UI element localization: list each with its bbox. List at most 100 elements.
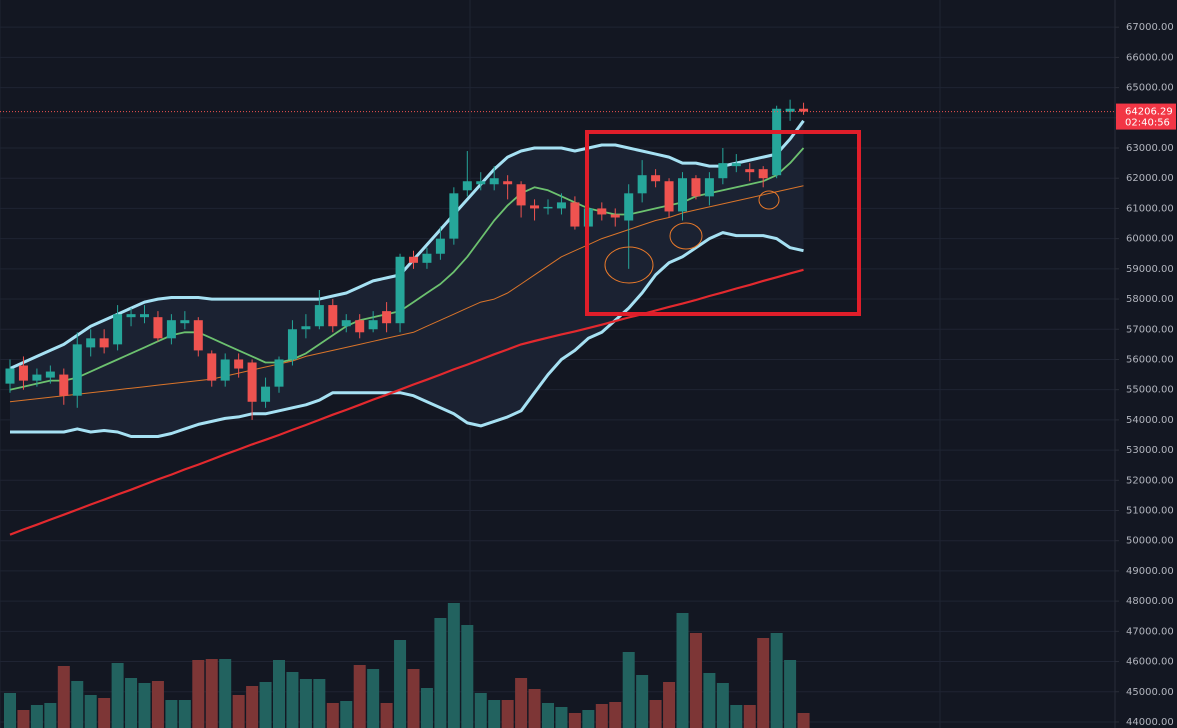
candle-body xyxy=(664,181,674,212)
y-tick-label: 44000.00 xyxy=(1126,717,1174,728)
candle-body xyxy=(745,169,755,173)
y-tick-label: 66000.00 xyxy=(1126,52,1174,63)
volume-bar xyxy=(299,679,312,728)
volume-bar xyxy=(380,703,393,728)
candle-body xyxy=(314,305,324,327)
candle-body xyxy=(543,206,553,209)
candle-body xyxy=(731,163,741,167)
volume-bar xyxy=(219,659,232,728)
y-tick-label: 65000.00 xyxy=(1126,83,1174,94)
volume-bar xyxy=(111,663,124,728)
volume-bar xyxy=(192,660,205,728)
y-tick-label: 63000.00 xyxy=(1126,143,1174,154)
candle-body xyxy=(220,359,230,381)
volume-bar xyxy=(622,652,635,728)
y-tick-label: 53000.00 xyxy=(1126,445,1174,456)
volume-bar xyxy=(689,633,702,728)
indicator-line xyxy=(9,268,804,536)
y-tick-label: 51000.00 xyxy=(1126,506,1174,517)
volume-bar xyxy=(273,660,285,728)
volume-bar xyxy=(394,640,407,728)
candle-body xyxy=(597,208,607,215)
volume-bar xyxy=(30,705,43,728)
volume-bar xyxy=(797,713,810,728)
candle-body xyxy=(18,365,28,381)
candle-body xyxy=(193,320,203,351)
volume-bar xyxy=(125,678,138,728)
volume-bar xyxy=(420,688,433,728)
volume-bar xyxy=(98,698,111,728)
candle-body xyxy=(5,368,15,384)
y-tick-label: 50000.00 xyxy=(1126,536,1174,547)
candle-body xyxy=(422,253,432,263)
y-tick-label: 55000.00 xyxy=(1126,385,1174,396)
volume-bar xyxy=(663,682,676,728)
volume-bar xyxy=(542,703,554,728)
y-tick-label: 57000.00 xyxy=(1126,324,1174,335)
y-tick-label: 62000.00 xyxy=(1126,173,1174,184)
volume-bar xyxy=(17,710,30,728)
volume-bar xyxy=(340,701,353,728)
candle-body xyxy=(207,353,217,381)
candle-body xyxy=(476,181,486,185)
y-tick-label: 56000.00 xyxy=(1126,354,1174,365)
volume-bar xyxy=(57,666,70,728)
volume-bar xyxy=(461,625,474,728)
volume-bar xyxy=(84,695,97,728)
candle-body xyxy=(556,202,566,209)
candle-body xyxy=(166,320,176,339)
volume-bar xyxy=(676,613,689,728)
candle-body xyxy=(328,305,338,327)
volume-bar xyxy=(367,669,380,728)
candle-body xyxy=(395,256,405,324)
y-tick-label: 45000.00 xyxy=(1126,687,1174,698)
candle-body xyxy=(516,184,526,206)
candle-body xyxy=(758,169,768,179)
y-tick-label: 67000.00 xyxy=(1126,22,1174,33)
candle-body xyxy=(140,314,149,318)
candle-body xyxy=(341,320,351,327)
y-tick-label: 60000.00 xyxy=(1126,234,1174,245)
candle-body xyxy=(503,181,513,185)
volume-bar xyxy=(447,603,460,728)
volume-bar xyxy=(434,618,447,728)
volume-bar xyxy=(407,669,420,728)
volume-bar xyxy=(4,693,16,728)
volume-bar xyxy=(770,633,783,728)
y-tick-label: 54000.00 xyxy=(1126,415,1174,426)
candle-body xyxy=(45,371,55,378)
candle-body xyxy=(355,320,365,333)
volume-bar xyxy=(205,659,218,728)
highlight-box xyxy=(585,130,861,316)
volume-bar xyxy=(703,673,716,728)
candle-body xyxy=(287,329,297,360)
candle-body xyxy=(32,374,42,381)
y-tick-label: 47000.00 xyxy=(1126,626,1174,637)
last-price-tag xyxy=(1116,103,1176,130)
volume-bar xyxy=(165,700,178,728)
volume-bar xyxy=(501,700,514,728)
candle-body xyxy=(772,108,782,176)
candle-body xyxy=(610,214,620,218)
candle-body xyxy=(86,338,96,348)
y-tick-label: 59000.00 xyxy=(1126,264,1174,275)
candle-body xyxy=(180,320,190,324)
candle-body xyxy=(126,314,136,318)
candle-body xyxy=(624,193,634,221)
candle-body xyxy=(449,193,459,239)
volume-bar xyxy=(488,700,501,728)
candle-body xyxy=(691,178,701,197)
y-tick-label: 58000.00 xyxy=(1126,294,1174,305)
volume-bar xyxy=(784,660,797,728)
volume-bar xyxy=(743,705,756,728)
candle-body xyxy=(718,163,728,179)
volume-bar xyxy=(649,700,662,728)
highlight-ellipse xyxy=(669,222,703,250)
volume-bar xyxy=(232,695,245,728)
candle-body xyxy=(274,359,284,387)
candle-body xyxy=(489,178,499,185)
candle-body xyxy=(153,317,163,339)
volume-bar xyxy=(716,683,729,728)
candle-body xyxy=(637,175,647,194)
